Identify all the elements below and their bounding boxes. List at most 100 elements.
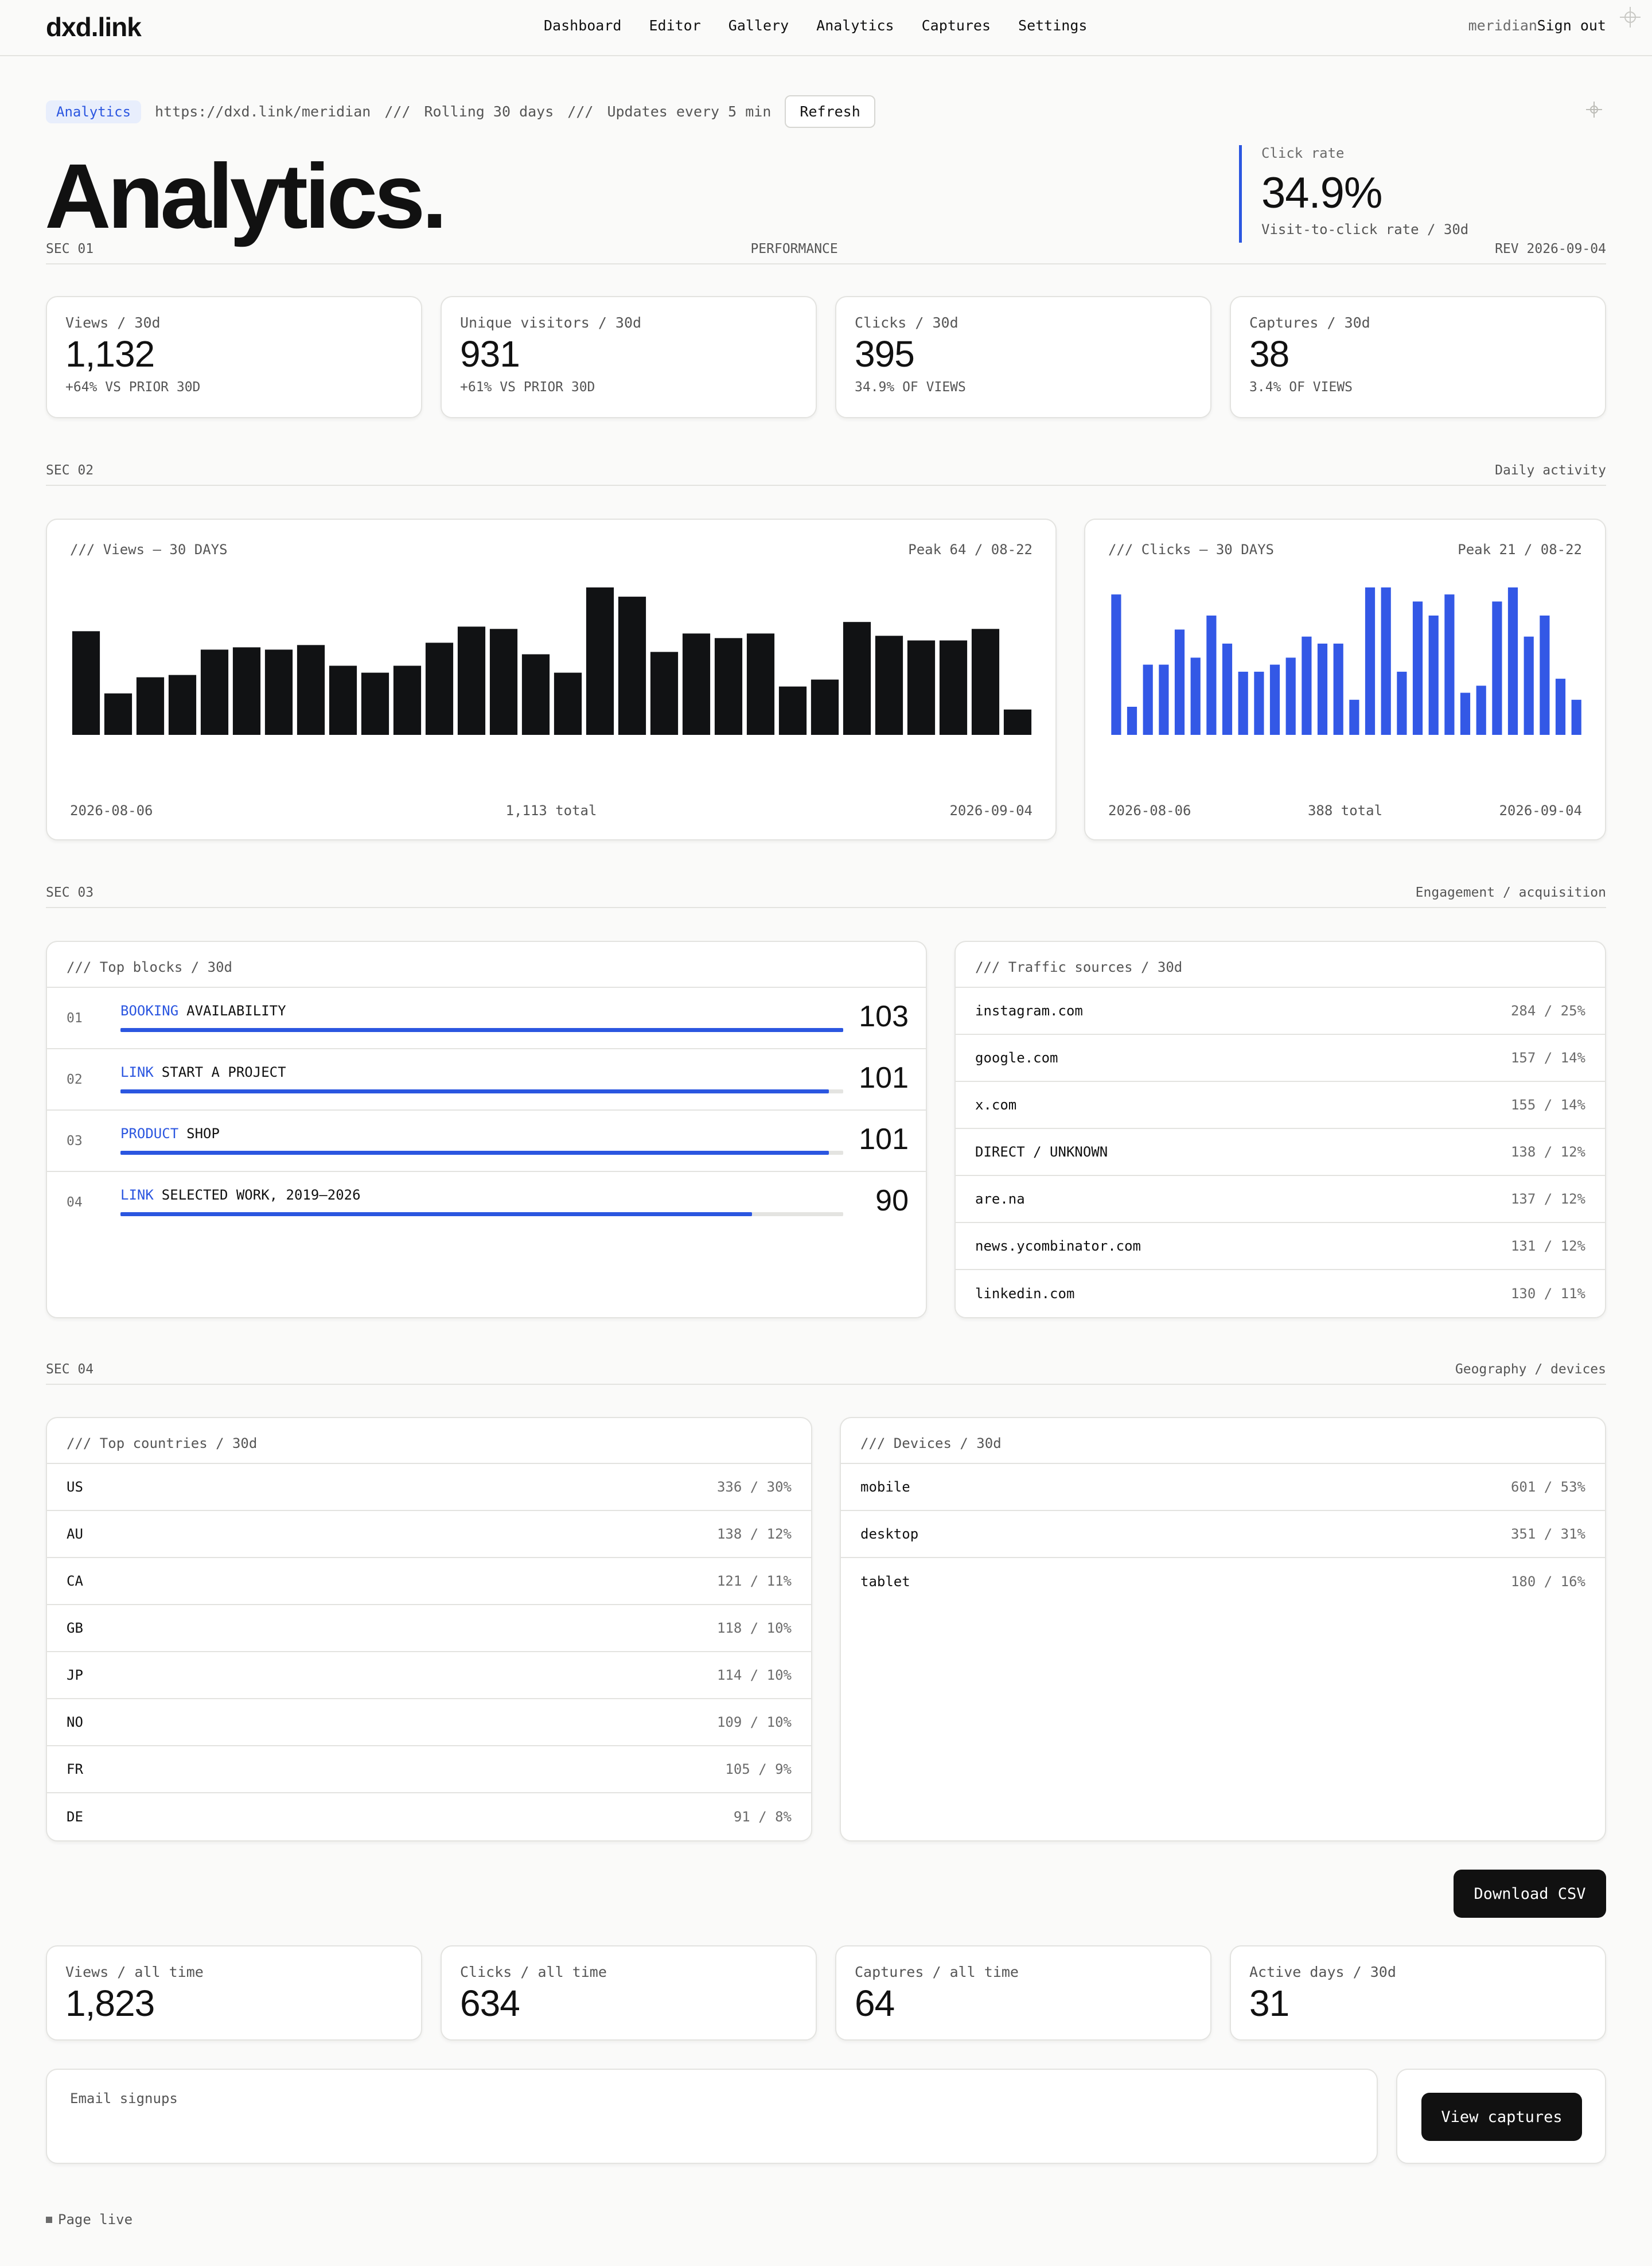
country-row[interactable]: JP 114 / 10% (47, 1652, 811, 1699)
chart-start-date: 2026-08-06 (70, 803, 153, 819)
stat-value: 931 (460, 333, 520, 375)
chart-bar (811, 679, 839, 735)
source-value: 130 / 11% (1510, 1286, 1585, 1302)
nav-dashboard[interactable]: Dashboard (544, 17, 622, 34)
country-code: US (67, 1479, 83, 1495)
chart-bar (682, 633, 711, 735)
nav-captures[interactable]: Captures (921, 17, 991, 34)
country-row[interactable]: DE 91 / 8% (47, 1793, 811, 1840)
source-row[interactable]: google.com 157 / 14% (956, 1035, 1605, 1082)
country-code: GB (67, 1620, 83, 1636)
block-bar-fill (120, 1151, 829, 1155)
clicks-bar-chart (1111, 587, 1581, 735)
block-count: 101 (859, 1061, 909, 1095)
block-row[interactable]: 02 LINK START A PROJECT 101 (47, 1049, 926, 1111)
source-row[interactable]: x.com 155 / 14% (956, 1082, 1605, 1129)
country-row[interactable]: NO 109 / 10% (47, 1699, 811, 1746)
country-row[interactable]: AU 138 / 12% (47, 1511, 811, 1558)
status-square-icon (46, 2216, 52, 2223)
download-csv-button[interactable]: Download CSV (1454, 1870, 1606, 1918)
username: meridian (1468, 17, 1537, 34)
source-value: 157 / 14% (1510, 1050, 1585, 1066)
source-name: linkedin.com (975, 1286, 1075, 1302)
chart-bar (297, 645, 325, 735)
chart-footer: 2026-08-06 388 total 2026-09-04 (1108, 803, 1582, 819)
source-name: google.com (975, 1050, 1058, 1066)
chart-bar (843, 622, 871, 735)
chart-bar (232, 647, 261, 735)
source-row[interactable]: are.na 137 / 12% (956, 1176, 1605, 1223)
country-value: 105 / 9% (725, 1761, 792, 1777)
block-kind: PRODUCT (120, 1126, 179, 1142)
clicks-chart-card: /// Clicks — 30 DAYS Peak 21 / 08-22 202… (1084, 519, 1606, 840)
nav-gallery[interactable]: Gallery (728, 17, 789, 34)
chart-bar (1571, 699, 1581, 735)
view-captures-card: View captures (1396, 2069, 1606, 2164)
chart-footer: 2026-08-06 1,113 total 2026-09-04 (70, 803, 1032, 819)
block-kind: BOOKING (120, 1003, 179, 1019)
chart-bar (457, 626, 486, 735)
device-row[interactable]: desktop 351 / 31% (841, 1511, 1605, 1558)
stat-label: Captures / all time (855, 1964, 1019, 1980)
source-row[interactable]: instagram.com 284 / 25% (956, 988, 1605, 1035)
page-status-label: Page live (58, 2212, 133, 2228)
nav-editor[interactable]: Editor (649, 17, 701, 34)
device-row[interactable]: tablet 180 / 16% (841, 1558, 1605, 1605)
source-row[interactable]: news.ycombinator.com 131 / 12% (956, 1223, 1605, 1270)
block-bar-fill (120, 1089, 829, 1093)
block-row[interactable]: 01 BOOKING AVAILABILITY 103 (47, 988, 926, 1049)
refresh-button[interactable]: Refresh (785, 95, 875, 128)
block-rank: 01 (67, 1011, 83, 1026)
sign-out-link[interactable]: Sign out (1537, 17, 1606, 34)
section-revision: REV 2026-09-04 (1495, 242, 1606, 256)
page-url[interactable]: https://dxd.link/meridian (155, 103, 371, 120)
country-row[interactable]: GB 118 / 10% (47, 1605, 811, 1652)
alltime-card: Views / all time 1,823 (46, 1945, 422, 2041)
source-row[interactable]: DIRECT / UNKNOWN 138 / 12% (956, 1129, 1605, 1176)
stat-value: 1,132 (65, 333, 155, 375)
device-row[interactable]: mobile 601 / 53% (841, 1464, 1605, 1511)
nav-links: Dashboard Editor Gallery Analytics Captu… (544, 17, 1087, 34)
chart-bar (104, 693, 133, 735)
stat-label: Active days / 30d (1249, 1964, 1396, 1980)
chart-title: /// Clicks — 30 DAYS (1108, 542, 1274, 558)
section-pill: Analytics (46, 100, 142, 123)
block-row[interactable]: 03 PRODUCT SHOP 101 (47, 1111, 926, 1172)
country-value: 109 / 10% (716, 1714, 792, 1730)
nav-settings[interactable]: Settings (1018, 17, 1088, 34)
source-row[interactable]: linkedin.com 130 / 11% (956, 1270, 1605, 1317)
country-row[interactable]: FR 105 / 9% (47, 1746, 811, 1793)
chart-bar (778, 686, 807, 735)
click-rate-value: 34.9% (1261, 169, 1383, 217)
chart-bar (329, 665, 357, 735)
page-status: Page live (46, 2212, 133, 2228)
stat-label: Clicks / 30d (855, 314, 959, 331)
chart-total: 388 total (1307, 803, 1383, 819)
block-count: 101 (859, 1123, 909, 1156)
view-captures-button[interactable]: View captures (1421, 2093, 1582, 2141)
country-value: 336 / 30% (716, 1479, 792, 1495)
stat-value: 395 (855, 333, 915, 375)
logo[interactable]: dxd.link (46, 12, 142, 42)
stat-delta: 34.9% OF VIEWS (855, 380, 966, 395)
chart-peak: Peak 64 / 08-22 (908, 542, 1032, 558)
card-title: /// Traffic sources / 30d (956, 942, 1605, 988)
section-header: SEC 01 PERFORMANCE REV 2026-09-04 (46, 242, 1606, 264)
country-row[interactable]: US 336 / 30% (47, 1464, 811, 1511)
block-name: LINK START A PROJECT (120, 1064, 286, 1080)
country-row[interactable]: CA 121 / 11% (47, 1558, 811, 1605)
stat-value: 1,823 (65, 1983, 155, 2024)
block-row[interactable]: 04 LINK SELECTED WORK, 2019–2026 90 (47, 1172, 926, 1233)
stat-label: Unique visitors / 30d (460, 314, 642, 331)
chart-bar (1492, 601, 1502, 735)
chart-bar (1159, 664, 1169, 735)
chart-bar (1238, 671, 1248, 735)
chart-bar (1206, 616, 1217, 735)
stat-value: 64 (855, 1983, 895, 2024)
chart-bar (618, 597, 646, 735)
stat-label: Views / all time (65, 1964, 204, 1980)
nav-analytics[interactable]: Analytics (816, 17, 894, 34)
chart-bar (136, 677, 165, 735)
header-meta: Analytics https://dxd.link/meridian /// … (46, 95, 875, 128)
stat-value: 38 (1249, 333, 1289, 375)
